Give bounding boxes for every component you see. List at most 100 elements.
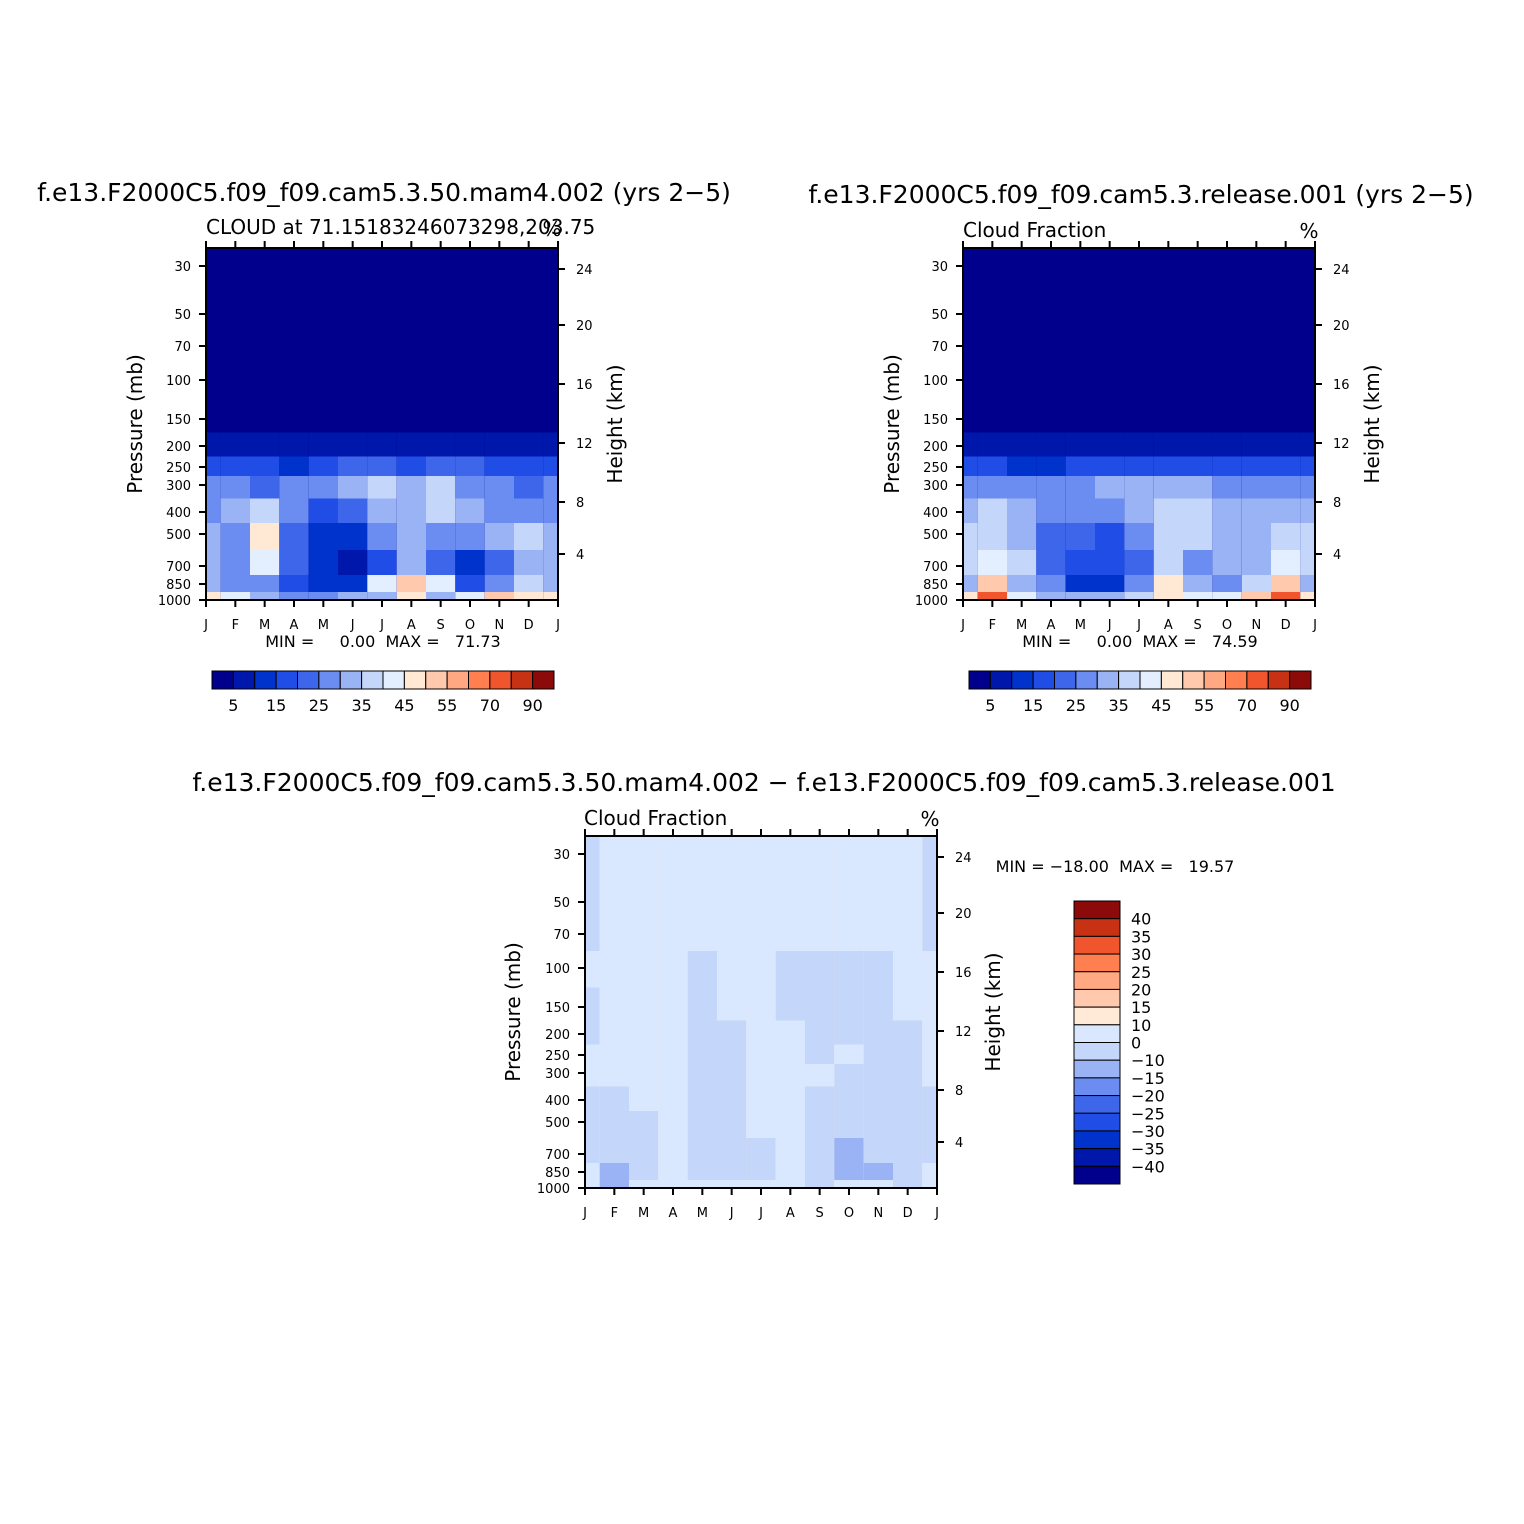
contour-cell <box>338 476 368 499</box>
contour-cell <box>922 836 937 878</box>
colorbar-box <box>1073 918 1121 937</box>
contour-cell <box>599 1020 629 1045</box>
colorbar-box <box>254 670 277 690</box>
colorbar-box <box>382 670 405 690</box>
contour-cell <box>1124 432 1154 457</box>
contour-cell <box>1007 476 1037 499</box>
panel-1-plot: J F M A M J J A S O N D J 30 50 70 100 150 200 250 300 400 500… <box>158 241 593 633</box>
panel-2-pressure-axis-label: Pressure (mb) <box>880 354 904 494</box>
y2-tick-label: 20 <box>576 319 593 334</box>
contour-cell <box>805 836 835 878</box>
contour-cell <box>455 476 485 499</box>
contour-cell <box>206 550 221 575</box>
panel-1: f.e13.F2000C5.f09_f09.cam5.3.50.mam4.002… <box>37 178 731 715</box>
contour-cell <box>455 498 485 523</box>
contour-cell <box>585 1020 600 1045</box>
contour-cell <box>396 363 426 400</box>
contour-cell <box>455 432 485 457</box>
contour-cell <box>893 1180 923 1188</box>
x-tick-label: J <box>1312 618 1317 633</box>
contour-cell <box>1065 550 1095 575</box>
contour-cell <box>922 1180 937 1188</box>
y-tick-label: 50 <box>174 308 191 323</box>
panel-2-units-label: % <box>1299 219 1318 243</box>
y-tick-label: 850 <box>545 1166 570 1181</box>
contour-cell <box>687 836 717 878</box>
contour-cell <box>250 432 280 457</box>
colorbar-box <box>532 670 555 690</box>
y-tick-label: 200 <box>166 440 191 455</box>
contour-cell <box>220 456 250 476</box>
contour-cell <box>585 878 600 918</box>
colorbar-box <box>318 670 341 690</box>
contour-cell <box>834 951 864 988</box>
contour-cell <box>484 456 514 476</box>
colorbar-box <box>232 670 256 690</box>
y2-tick-label: 8 <box>576 496 584 511</box>
contour-cell <box>863 1138 893 1163</box>
contour-cell <box>805 878 835 918</box>
contour-cell <box>1036 550 1066 575</box>
contour-cell <box>863 987 893 1021</box>
contour-cell <box>658 1020 688 1045</box>
colorbar-label: 45 <box>1151 696 1171 715</box>
contour-cell <box>834 836 864 878</box>
contour-cell <box>805 1180 835 1188</box>
colorbar-label: 45 <box>394 696 414 715</box>
contour-cell <box>805 951 835 988</box>
contour-cell <box>1065 363 1095 400</box>
y-tick-label: 70 <box>931 340 948 355</box>
contour-cell <box>220 399 250 433</box>
contour-cell <box>308 550 338 575</box>
contour-cell <box>426 523 456 550</box>
contour-cell <box>426 592 456 600</box>
contour-cell <box>514 476 544 499</box>
colorbar-box <box>425 670 448 690</box>
contour-cell <box>279 363 309 400</box>
y2-tick-label: 20 <box>1333 319 1350 334</box>
contour-cell <box>922 1111 937 1138</box>
colorbar-label: −20 <box>1131 1087 1165 1106</box>
contour-cell <box>922 1163 937 1180</box>
contour-cell <box>1212 575 1242 592</box>
contour-cell <box>279 575 309 592</box>
contour-cell <box>717 836 747 878</box>
contour-cell <box>396 456 426 476</box>
contour-cell <box>455 523 485 550</box>
contour-cell <box>367 498 397 523</box>
x-tick-label: J <box>1136 618 1141 633</box>
contour-cell <box>963 575 978 592</box>
contour-cell <box>922 918 937 951</box>
contour-cell <box>687 1044 717 1064</box>
contour-cell <box>893 1111 923 1138</box>
contour-cell <box>585 918 600 951</box>
contour-cell <box>206 498 221 523</box>
contour-cell <box>717 1044 747 1064</box>
contour-cell <box>1153 363 1183 400</box>
contour-cell <box>279 550 309 575</box>
contour-cell <box>775 878 805 918</box>
contour-cell <box>1300 432 1315 457</box>
colorbar-box <box>968 670 991 690</box>
contour-cell <box>893 951 923 988</box>
contour-cell <box>922 1138 937 1163</box>
contour-cell <box>367 575 397 592</box>
contour-cell <box>338 550 368 575</box>
contour-cell <box>279 592 309 600</box>
contour-cell <box>543 575 558 592</box>
contour-cell <box>1212 432 1242 457</box>
contour-cell <box>543 432 558 457</box>
contour-cell <box>687 1111 717 1138</box>
y2-tick-label: 4 <box>576 548 584 563</box>
x-tick-label: J <box>758 1206 763 1221</box>
colorbar-box <box>339 670 363 690</box>
panel-2-colorbar: 5 15 25 35 45 55 70 90 <box>968 670 1312 715</box>
contour-cell <box>746 1180 776 1188</box>
contour-cell <box>250 575 280 592</box>
contour-cell <box>775 951 805 988</box>
x-tick-label: M <box>1016 618 1027 633</box>
contour-cell <box>585 1138 600 1163</box>
contour-cell <box>629 1064 659 1087</box>
contour-cell <box>863 1086 893 1111</box>
